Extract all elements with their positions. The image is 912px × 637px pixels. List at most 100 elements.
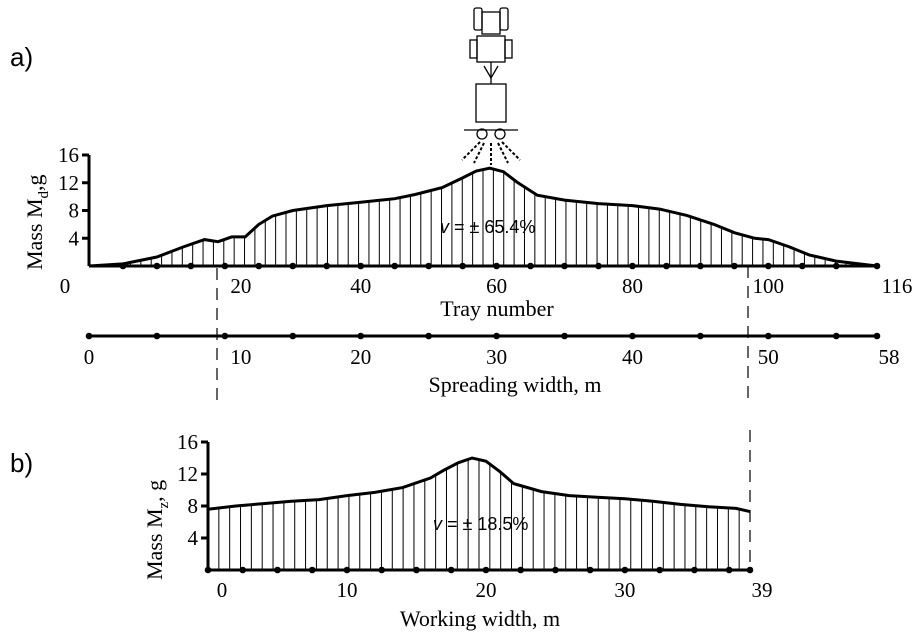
x-tick-dot: [725, 566, 733, 574]
x-tick-dot: [552, 566, 559, 574]
x-tick-label: 10: [336, 578, 357, 602]
x-tick-label: 116: [882, 274, 912, 298]
x-tick-dot: [255, 262, 263, 270]
x-tick-dot: [746, 566, 754, 574]
x-tick-dot: [153, 332, 161, 340]
panel-b-x-ticks: 0 10 20 30 39: [204, 566, 773, 602]
panel-a-annotation: v = ± 65.4%: [440, 217, 535, 237]
x-tick-label: 50: [758, 345, 779, 369]
x-tick-dot: [765, 332, 772, 340]
x-tick-label: 60: [486, 274, 507, 298]
x-tick-dot: [204, 566, 212, 574]
x-tick-dot: [832, 262, 840, 270]
panel-b-y-label: Mass Mz, g: [142, 480, 172, 580]
x-tick-label: 40: [350, 274, 371, 298]
x-tick-label: 40: [622, 345, 643, 369]
x-tick-dot: [357, 332, 365, 340]
x-tick-dot: [239, 566, 247, 574]
x-tick-label: 80: [622, 274, 643, 298]
x-tick-label: 0: [60, 274, 71, 298]
x-tick-dot: [221, 262, 229, 270]
tractor-spreader-icon: [461, 7, 521, 165]
x-tick-dot: [308, 566, 316, 574]
x-tick-dot: [357, 262, 365, 270]
x-tick-dot: [274, 566, 281, 574]
y-tick-label: 8: [188, 494, 199, 518]
x-tick-label: 10: [230, 345, 251, 369]
x-tick-dot: [425, 262, 432, 270]
y-tick-label: 16: [177, 430, 198, 454]
y-tick-label: 12: [177, 462, 198, 486]
x-tick-dot: [621, 566, 629, 574]
x-tick-dot: [586, 566, 594, 574]
x-tick-dot: [391, 262, 398, 270]
panel-b-y-ticks: 4 8 12 16: [177, 430, 208, 550]
panel-b-distribution-line: [207, 456, 751, 514]
x-tick-dot: [493, 262, 500, 270]
x-tick-dot: [323, 262, 331, 270]
panel-b-x-label: Working width, m: [400, 606, 560, 631]
x-tick-dot: [221, 332, 229, 340]
x-tick-dot: [595, 262, 602, 270]
x-tick-label: 100: [753, 274, 785, 298]
panel-a-y-ticks: 4 8 12 16: [58, 143, 89, 250]
x-tick-label: 20: [475, 578, 496, 602]
panel-b-label: b): [10, 448, 33, 478]
x-tick-dot: [832, 332, 840, 340]
x-tick-dot: [561, 332, 568, 340]
x-tick-dot: [697, 262, 704, 270]
x-tick-dot: [447, 566, 455, 574]
x-tick-dot: [731, 262, 738, 270]
y-tick-label: 4: [69, 226, 80, 250]
y-tick-label: 4: [188, 526, 199, 550]
panel-a-x-label: Tray number: [440, 296, 554, 321]
x-tick-label: 0: [217, 578, 228, 602]
x-tick-label: 58: [879, 345, 900, 369]
y-tick-label: 16: [58, 143, 79, 167]
x-tick-dot: [629, 262, 636, 270]
panel-b-hatch: [218, 459, 740, 570]
panel-b-annotation: v = ± 18.5%: [433, 514, 528, 534]
panel-a-x-ticks: 0 20 40 60 80 100 116: [60, 262, 912, 298]
panel-a-y-label: Mass Md,g: [22, 174, 52, 270]
panel-a-secondary-label: Spreading width, m: [429, 372, 602, 397]
x-tick-label: 20: [350, 345, 371, 369]
panel-a-label: a): [10, 42, 33, 72]
x-tick-dot: [873, 332, 881, 340]
x-tick-dot: [873, 262, 881, 270]
x-tick-dot: [697, 332, 704, 340]
panel-a-hatch: [98, 169, 868, 266]
panel-a-distribution-line: [88, 166, 878, 268]
x-tick-dot: [187, 262, 195, 270]
x-tick-dot: [656, 566, 663, 574]
x-tick-dot: [629, 332, 636, 340]
x-tick-dot: [119, 262, 127, 270]
x-tick-label: 20: [230, 274, 251, 298]
x-tick-label: 39: [752, 578, 773, 602]
x-tick-label: 0: [84, 345, 95, 369]
x-tick-label: 30: [614, 578, 635, 602]
x-tick-dot: [561, 262, 568, 270]
x-tick-dot: [459, 262, 466, 270]
x-tick-dot: [153, 262, 161, 270]
x-tick-dot: [425, 332, 432, 340]
x-tick-dot: [765, 262, 772, 270]
x-tick-dot: [413, 566, 420, 574]
y-tick-label: 8: [69, 199, 80, 223]
panel-a-secondary-ticks: 0 10 20 30 40 50 58: [84, 332, 900, 369]
x-tick-dot: [798, 262, 806, 270]
x-tick-dot: [343, 566, 351, 574]
y-tick-label: 12: [58, 171, 79, 195]
x-tick-dot: [663, 262, 670, 270]
x-tick-dot: [378, 566, 386, 574]
x-tick-dot: [85, 332, 93, 340]
x-tick-dot: [289, 332, 297, 340]
x-tick-dot: [517, 566, 524, 574]
x-tick-label: 30: [486, 345, 507, 369]
x-tick-dot: [289, 262, 297, 270]
x-tick-dot: [482, 566, 490, 574]
